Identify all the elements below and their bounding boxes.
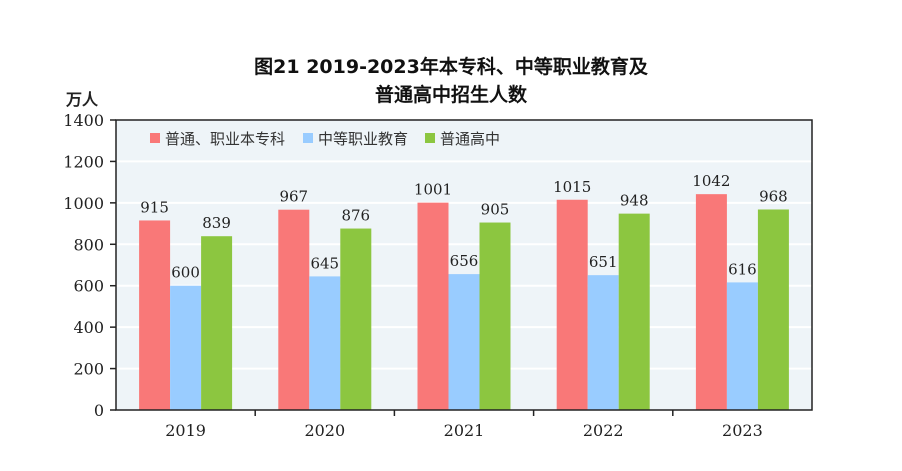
bar	[340, 228, 372, 410]
bar	[417, 202, 449, 410]
bar	[479, 222, 511, 410]
legend-swatch	[303, 133, 313, 143]
legend-label: 普通、职业本专科	[165, 130, 285, 148]
bar	[448, 274, 480, 410]
x-tick-label: 2021	[444, 421, 485, 440]
y-tick-label: 800	[73, 235, 104, 254]
y-tick-label: 0	[94, 401, 104, 420]
data-label: 967	[279, 188, 308, 206]
y-tick-label: 400	[73, 318, 104, 337]
data-label: 616	[728, 260, 757, 278]
bar	[757, 209, 789, 410]
bar	[695, 194, 727, 410]
bar	[201, 236, 233, 410]
y-tick-label: 1400	[63, 111, 104, 130]
bar	[618, 213, 650, 410]
data-label: 915	[140, 198, 169, 216]
y-axis-unit: 万人	[66, 90, 99, 109]
y-tick-label: 600	[73, 277, 104, 296]
data-label: 905	[481, 201, 510, 219]
legend-label: 普通高中	[440, 130, 500, 148]
data-label: 839	[202, 214, 231, 232]
legend-label: 中等职业教育	[318, 130, 408, 148]
bar	[587, 275, 619, 410]
bar	[726, 282, 758, 410]
bar	[170, 285, 202, 410]
data-label: 645	[310, 254, 339, 272]
bar	[309, 276, 341, 410]
legend-swatch	[150, 133, 160, 143]
x-tick-label: 2023	[722, 421, 763, 440]
data-label: 948	[620, 192, 649, 210]
x-tick-label: 2020	[304, 421, 345, 440]
bar	[278, 209, 310, 410]
data-label: 656	[450, 252, 479, 270]
data-label: 1042	[692, 172, 730, 190]
y-tick-label: 1200	[63, 152, 104, 171]
y-tick-label: 1000	[63, 194, 104, 213]
plot-border	[115, 119, 813, 411]
bar	[139, 220, 171, 410]
data-label: 876	[341, 207, 370, 225]
x-tick-label: 2022	[583, 421, 624, 440]
chart-title-line1: 图21 2019-2023年本专科、中等职业教育及	[254, 56, 648, 78]
bar	[556, 199, 588, 410]
data-label: 600	[171, 264, 200, 282]
chart-title-line2: 普通高中招生人数	[374, 84, 527, 106]
data-label: 968	[759, 187, 788, 205]
data-label: 1001	[414, 181, 452, 199]
legend-swatch	[425, 133, 435, 143]
data-label: 1015	[553, 178, 591, 196]
y-tick-label: 200	[73, 360, 104, 379]
x-tick-label: 2019	[165, 421, 206, 440]
data-label: 651	[589, 253, 618, 271]
